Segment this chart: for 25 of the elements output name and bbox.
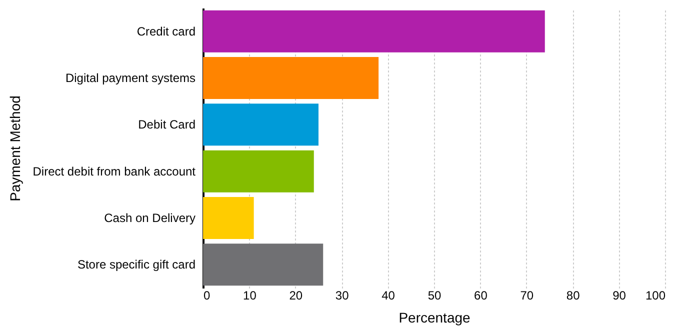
x-tick-label: 50 [428,288,442,302]
x-tick-label: 40 [382,288,396,302]
bar [203,104,318,146]
bar [203,197,254,239]
x-tick-label: 80 [566,288,580,302]
x-tick-label: 0 [204,288,210,302]
bar [203,10,545,52]
y-tick-label: Store specific gift card [77,258,196,272]
y-tick-label: Direct debit from bank account [32,164,196,178]
x-tick-label: 10 [243,288,257,302]
y-tick-label: Digital payment systems [65,71,196,85]
bar [203,244,324,286]
y-tick-label: Credit card [136,24,196,38]
x-tick-label: 100 [645,288,666,302]
x-tick-label: 90 [612,288,626,302]
x-tick-label: 20 [289,288,303,302]
x-tick-label: 60 [474,288,488,302]
y-tick-label: Cash on Delivery [104,211,196,225]
y-axis-title: Payment Method [6,96,23,202]
y-tick-label: Debit Card [138,118,196,132]
bar [203,150,314,192]
x-tick-label: 70 [520,288,534,302]
bar [203,57,379,99]
x-axis-title: Percentage [398,310,471,326]
x-tick-label: 30 [335,288,350,302]
